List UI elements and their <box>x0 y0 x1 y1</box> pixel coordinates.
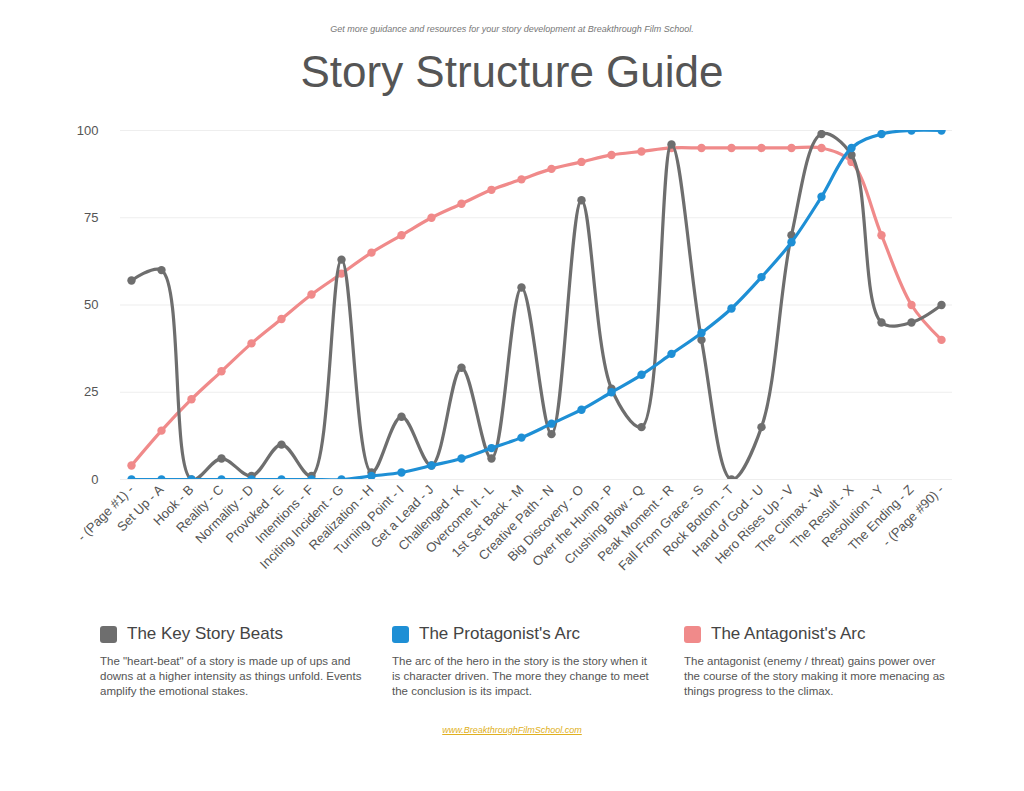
svg-text:50: 50 <box>84 297 98 312</box>
svg-text:Resolution - Y: Resolution - Y <box>818 482 887 551</box>
svg-text:Set Up - A: Set Up - A <box>114 482 167 535</box>
svg-text:Rock Bottom - T: Rock Bottom - T <box>659 482 737 559</box>
html-text:Get more guidance and resource: Get more guidance and resources for your… <box>330 24 694 34</box>
html-text:Story Structure Guide: Story Structure Guide <box>300 47 724 96</box>
html-text:www.BreakthroughFilmSchool.com: www.BreakthroughFilmSchool.com <box>442 725 582 735</box>
svg-text:Hand of God - U: Hand of God - U <box>689 482 767 560</box>
svg-text:The Climax - W: The Climax - W <box>752 482 827 556</box>
svg-text:Intentions - F: Intentions - F <box>252 482 317 547</box>
svg-text:- (Page #90) -: - (Page #90) - <box>879 482 946 549</box>
svg-text:25: 25 <box>84 384 98 399</box>
svg-text:Reality - C: Reality - C <box>173 482 227 536</box>
svg-text:Peak Moment - R: Peak Moment - R <box>594 482 677 565</box>
html-text:The antagonist (enemy / threat: The antagonist (enemy / threat) gains po… <box>684 655 945 697</box>
svg-text:Get a Lead - J: Get a Lead - J <box>367 482 437 551</box>
html-text:The arc of the hero in the sto: The arc of the hero in the story is the … <box>392 655 649 697</box>
svg-text:- (Page #1) -: - (Page #1) - <box>74 482 137 545</box>
svg-text:Challenged - K: Challenged - K <box>395 482 467 554</box>
svg-text:Hook - B: Hook - B <box>150 482 197 529</box>
svg-text:The Result - X: The Result - X <box>787 482 857 552</box>
svg-text:Fall From Grace - S: Fall From Grace - S <box>615 482 707 574</box>
html-text:The Protagonist's Arc: The Protagonist's Arc <box>419 624 580 643</box>
html-text:The "heart-beat" of a story is: The "heart-beat" of a story is made up o… <box>100 655 362 697</box>
svg-text:75: 75 <box>84 210 98 225</box>
html-text:The Key Story Beats: The Key Story Beats <box>127 624 283 643</box>
svg-text:Over the Hump - P: Over the Hump - P <box>529 482 617 570</box>
svg-text:Normality - D: Normality - D <box>192 482 257 547</box>
svg-text:Turning Point - I: Turning Point - I <box>330 482 407 558</box>
svg-text:1st Set Back - M: 1st Set Back - M <box>448 482 527 560</box>
svg-text:The Ending - Z: The Ending - Z <box>845 482 917 554</box>
svg-text:Big Discovery - O: Big Discovery - O <box>504 482 587 565</box>
svg-text:Overcome It - L: Overcome It - L <box>422 482 497 556</box>
svg-text:0: 0 <box>91 472 98 487</box>
svg-text:Realization - H: Realization - H <box>305 482 377 553</box>
svg-text:Hero Rises Up - V: Hero Rises Up - V <box>711 482 797 567</box>
svg-text:Crushing Blow - Q: Crushing Blow - Q <box>561 482 647 568</box>
html-text:The Antagonist's Arc: The Antagonist's Arc <box>711 624 866 643</box>
svg-text:Inciting Incident - G: Inciting Incident - G <box>256 482 347 572</box>
svg-text:Creative Path - N: Creative Path - N <box>475 482 557 564</box>
svg-text:100: 100 <box>77 123 99 138</box>
svg-text:Provoked - E: Provoked - E <box>222 482 287 546</box>
